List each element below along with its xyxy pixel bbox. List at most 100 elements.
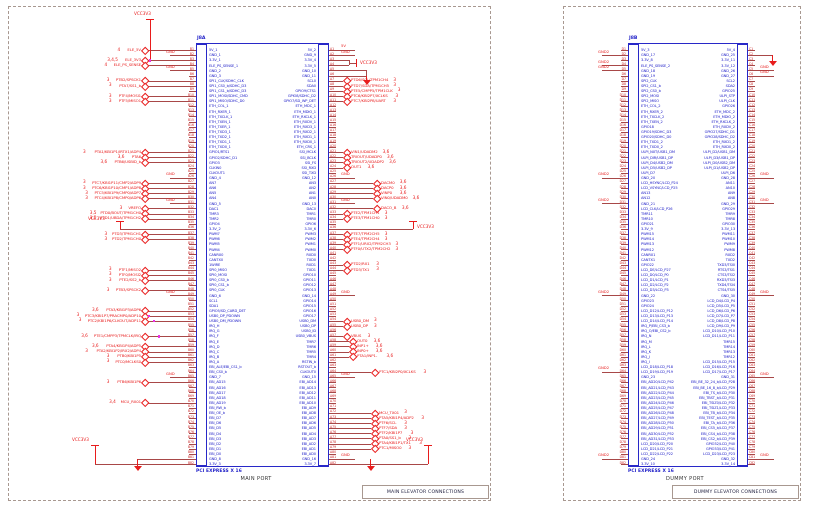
pin-name: GPIO24 bbox=[641, 303, 654, 308]
pin-number: B37 bbox=[187, 230, 194, 235]
pin-number: C1 bbox=[749, 46, 754, 51]
pin-stub bbox=[189, 341, 196, 343]
pin-number: B45 bbox=[187, 271, 194, 276]
pin-number: C28 bbox=[749, 184, 756, 189]
pin-name: GND_2 bbox=[209, 68, 221, 73]
pin-name: 5V_2 bbox=[307, 48, 317, 53]
sheet-ref: 3 bbox=[374, 322, 377, 328]
pin-number: A3 bbox=[330, 56, 335, 61]
pin-number: C33 bbox=[749, 210, 756, 215]
net-flag-label: PTC4/KBI1P8/CMP0/ADP6 bbox=[94, 195, 141, 201]
pin-number: B60 bbox=[187, 348, 194, 353]
pin-name: AN11 bbox=[725, 181, 735, 186]
sheet-ref: 3 bbox=[404, 409, 407, 415]
net-wire bbox=[148, 208, 196, 210]
pin-number: B28 bbox=[187, 184, 194, 189]
net-wire bbox=[329, 182, 373, 184]
net-wire bbox=[329, 218, 343, 220]
sheet-ref: 3 bbox=[408, 435, 412, 441]
pin-name: LCD_D3/LCD_P3 bbox=[641, 288, 669, 293]
pin-name: SPI1_CS0_b/SDHC_D3 bbox=[209, 83, 247, 88]
pin-name: CANTX1 bbox=[641, 257, 655, 262]
pin-stub bbox=[621, 382, 628, 384]
pin-number: A24 bbox=[330, 164, 337, 169]
net-wire bbox=[148, 269, 196, 271]
pin-name: ETH_MDIO_2 bbox=[713, 114, 735, 119]
pin-stub bbox=[621, 285, 628, 286]
pin-name: ULPI_D4/USB2_DM bbox=[641, 160, 673, 165]
net-flag-label: PTA0/SS1_b bbox=[379, 435, 401, 441]
pin-name: SSI_BCLK bbox=[300, 155, 316, 160]
pin-stub bbox=[748, 142, 755, 143]
pin-number: B42 bbox=[187, 256, 194, 261]
pin-stub bbox=[748, 126, 755, 128]
pin-number: C10 bbox=[749, 92, 756, 97]
pin-stub bbox=[748, 433, 755, 435]
connector-type-label: PCI EXPRESS X 16 bbox=[196, 469, 242, 474]
sheet-ref: 3,6 bbox=[386, 353, 394, 359]
pin-number: B44 bbox=[187, 266, 194, 271]
net-wire bbox=[148, 310, 196, 312]
net-wire bbox=[329, 464, 428, 465]
net-wire bbox=[148, 382, 196, 384]
pin-stub bbox=[748, 249, 755, 251]
pin-name: USB0_ID bbox=[301, 329, 316, 334]
net-flag-label: PTF4/MOSI1 bbox=[118, 92, 141, 98]
pin-number: D22 bbox=[619, 153, 626, 158]
pin-number: D31 bbox=[619, 199, 626, 204]
pin-number: B24 bbox=[187, 164, 194, 169]
pin-number: B4 bbox=[189, 61, 194, 66]
pin-number: B20 bbox=[187, 143, 194, 148]
pin-number: B43 bbox=[187, 261, 194, 266]
net-flag-label: PTA7/SS1_b bbox=[119, 82, 141, 88]
net-stub-label: GND bbox=[341, 48, 350, 54]
pin-stub bbox=[329, 106, 336, 108]
pin-name: USB0_DM_PDOWN bbox=[209, 319, 241, 324]
pin-number: A74 bbox=[330, 419, 337, 424]
pin-number: A51 bbox=[330, 302, 337, 307]
pin-number: A67 bbox=[330, 383, 337, 388]
pin-name: SSI_FS bbox=[304, 160, 316, 165]
pin-name: ETH_RXER_1 bbox=[209, 109, 231, 114]
net-stub-label: GND bbox=[341, 370, 350, 376]
pin-number: D14 bbox=[619, 113, 626, 118]
pin-stub bbox=[748, 382, 755, 384]
net-wire bbox=[329, 80, 343, 82]
pin-stub bbox=[621, 254, 628, 256]
net-stub-label: GND bbox=[760, 370, 769, 376]
net-flag-label: USB0_DP bbox=[351, 322, 369, 328]
pin-stub bbox=[621, 126, 628, 128]
pin-stub bbox=[621, 310, 628, 312]
pin-number: D57 bbox=[619, 332, 626, 337]
pin-number: D82 bbox=[619, 460, 626, 465]
pin-stub bbox=[189, 407, 196, 409]
net-wire bbox=[329, 433, 371, 435]
sheet-ref: 3,6 bbox=[382, 148, 390, 154]
vcc-label: VCC3V3 bbox=[417, 223, 434, 229]
pin-stub bbox=[189, 90, 196, 92]
pin-name: GPIO22 bbox=[641, 262, 654, 267]
net-flag-label: PTE5/CMPP5/TPM1CLK bbox=[351, 87, 393, 93]
pin-name: TMR6 bbox=[306, 344, 316, 349]
pin-stub bbox=[621, 305, 628, 307]
junction-dot bbox=[153, 320, 156, 323]
pin-stub bbox=[748, 121, 755, 123]
net-wire bbox=[329, 269, 343, 271]
pin-name: ETH_TXD0_2 bbox=[641, 145, 663, 150]
pin-number: D43 bbox=[619, 261, 626, 266]
pin-name: EBI_RW_b bbox=[209, 405, 226, 410]
pin-name: GPIO19/SDHC_D3 bbox=[641, 129, 672, 134]
net-wire bbox=[329, 90, 343, 92]
sheet-ref: 3 bbox=[393, 82, 397, 88]
pin-name: EBI_AD10 bbox=[299, 400, 316, 405]
pin-number: B13 bbox=[187, 107, 194, 112]
pin-stub bbox=[748, 269, 755, 271]
net-stub-wire bbox=[748, 377, 774, 378]
pin-stub bbox=[748, 428, 755, 430]
net-flag-label: PTC5/KBI1P9/CMP0/ADP7 bbox=[94, 189, 141, 195]
pin-stub bbox=[621, 341, 628, 343]
sheet-ref: 3 bbox=[85, 348, 88, 354]
connector-port-label: MAIN PORT bbox=[240, 476, 272, 482]
net-stub-label: GND bbox=[760, 196, 769, 202]
